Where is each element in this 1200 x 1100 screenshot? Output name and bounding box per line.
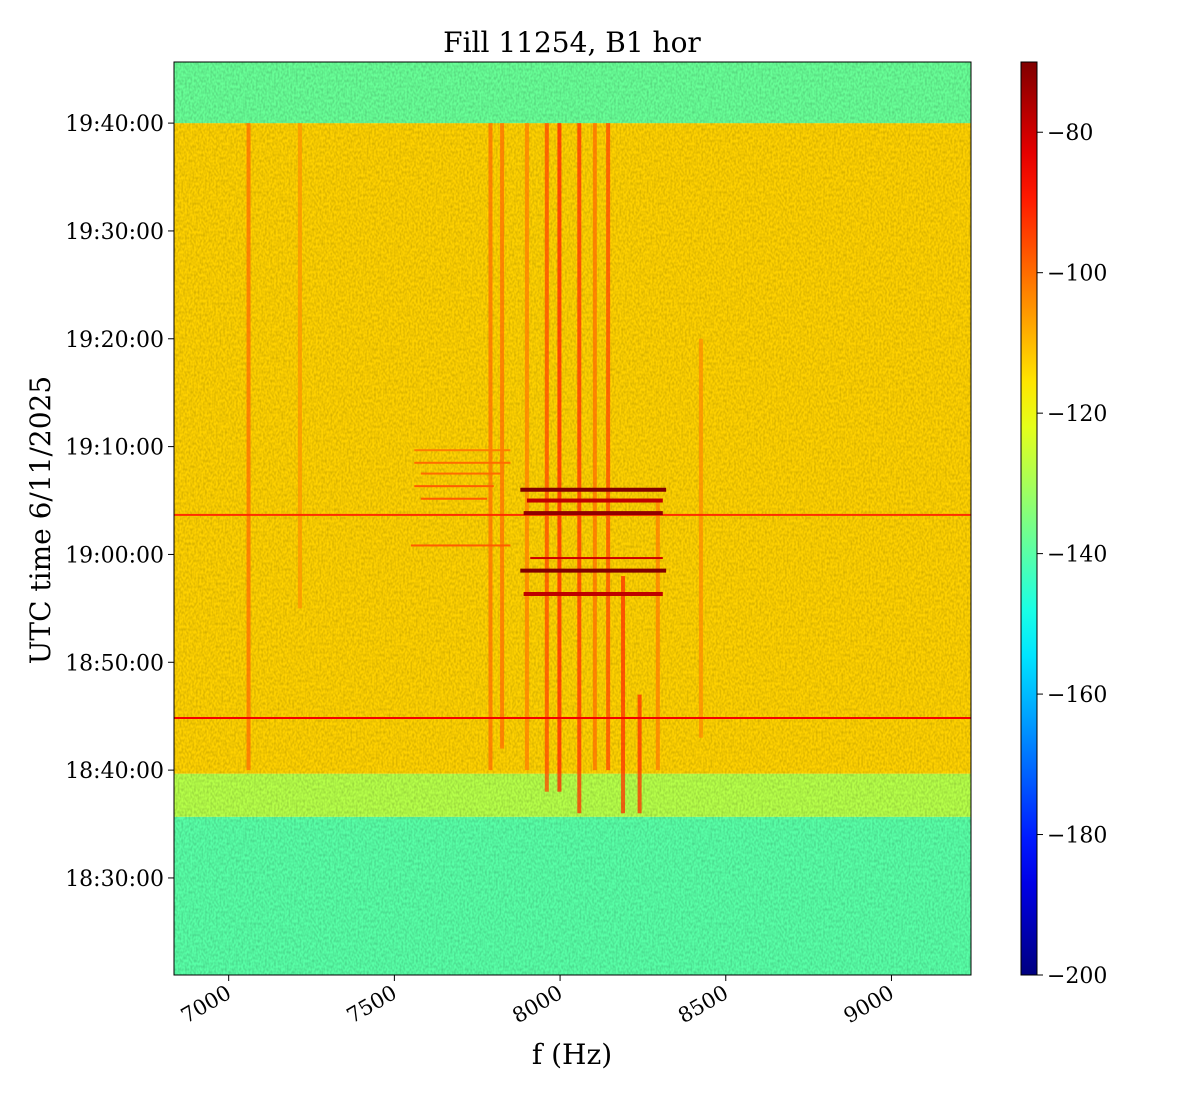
y-tick-label: 19:30:00 — [65, 220, 164, 245]
horizontal-line-11 — [420, 472, 501, 475]
x-tick-label: 7500 — [343, 981, 401, 1029]
x-tick-label: 7000 — [177, 981, 235, 1029]
horizontal-line-12 — [414, 461, 511, 464]
colorbar-tick-label: −80 — [1047, 121, 1093, 146]
colorbar — [1020, 61, 1038, 976]
y-tick-label: 19:20:00 — [65, 328, 164, 353]
x-tick-label: 9000 — [840, 981, 898, 1029]
vertical-line-5 — [544, 123, 549, 792]
vertical-line-13 — [698, 338, 703, 738]
vertical-line-10 — [621, 576, 626, 814]
y-tick-label: 18:50:00 — [65, 651, 164, 676]
x-axis-ticks: 7000 7500 8000 8500 9000 — [177, 975, 898, 1028]
y-tick-label: 19:10:00 — [65, 436, 164, 461]
x-tick-label: 8500 — [674, 981, 732, 1029]
y-axis-label: UTC time 6/11/2025 — [24, 376, 57, 664]
colorbar-ticks: −80 −100 −120 −140 −160 −180 −200 — [1037, 121, 1107, 989]
horizontal-line-13 — [414, 449, 511, 452]
colorbar-gradient — [1020, 61, 1038, 976]
plot-frame — [173, 61, 972, 976]
horizontal-line-10 — [414, 485, 494, 488]
vertical-line-6 — [557, 123, 562, 792]
vertical-line-7 — [577, 123, 582, 814]
y-tick-label: 19:00:00 — [65, 543, 164, 568]
horizontal-line-2 — [523, 591, 663, 596]
horizontal-line-5 — [410, 544, 511, 547]
colorbar-tick-label: −120 — [1047, 402, 1107, 427]
horizontal-line-6 — [523, 511, 663, 516]
horizontal-line-3 — [520, 568, 667, 573]
spectrogram-plot — [173, 61, 972, 976]
y-tick-label: 18:30:00 — [65, 867, 164, 892]
vertical-line-0 — [246, 123, 251, 771]
horizontal-line-0 — [174, 716, 971, 719]
chart-title: Fill 11254, B1 hor — [443, 26, 701, 59]
vertical-line-1 — [297, 123, 302, 609]
vertical-line-12 — [655, 500, 660, 771]
vertical-line-11 — [637, 694, 642, 814]
vertical-line-8 — [592, 123, 597, 771]
vertical-line-2 — [488, 123, 493, 771]
y-tick-label: 18:40:00 — [65, 759, 164, 784]
noise-texture — [174, 62, 971, 975]
colorbar-tick-label: −160 — [1047, 683, 1107, 708]
horizontal-line-9 — [520, 487, 667, 492]
colorbar-tick-label: −200 — [1047, 964, 1107, 989]
y-axis-ticks: 18:30:00 18:40:00 18:50:00 19:00:00 19:10:00… — [65, 112, 174, 892]
vertical-line-3 — [500, 123, 505, 749]
horizontal-line-7 — [526, 498, 663, 503]
colorbar-tick-label: −100 — [1047, 262, 1107, 287]
horizontal-line-4 — [530, 557, 663, 560]
colorbar-tick-label: −180 — [1047, 824, 1107, 849]
colorbar-tick-label: −140 — [1047, 543, 1107, 568]
vertical-line-4 — [524, 123, 529, 771]
x-tick-label: 8000 — [508, 981, 566, 1029]
vertical-line-9 — [606, 123, 611, 771]
x-axis-label: f (Hz) — [532, 1038, 612, 1071]
y-tick-label: 19:40:00 — [65, 112, 164, 137]
horizontal-line-8 — [420, 497, 488, 500]
